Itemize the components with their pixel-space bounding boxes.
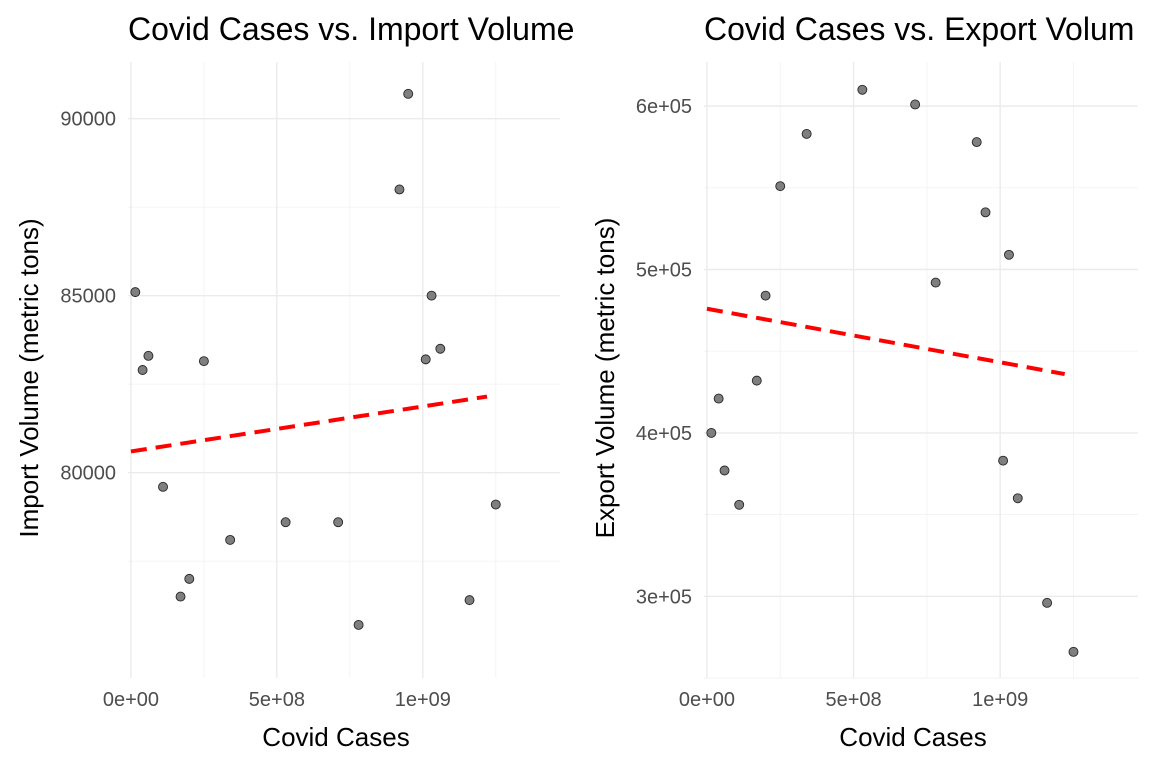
data-points [130, 88, 501, 630]
y-tick-label: 4e+05 [636, 423, 692, 445]
data-point [980, 207, 991, 218]
data-point [137, 365, 148, 375]
data-point [403, 88, 414, 99]
data-point [801, 128, 812, 139]
data-point [435, 343, 446, 354]
y-tick-label: 5e+05 [636, 260, 692, 282]
data-point [760, 290, 771, 301]
y-tick-labels: 80000 85000 90000 [60, 109, 116, 485]
y-axis-title: Export Volume (metric tons) [590, 218, 620, 539]
trend-line [706, 306, 1066, 377]
data-points [706, 84, 1079, 657]
y-tick-labels: 3e+05 4e+05 5e+05 6e+05 [636, 96, 692, 608]
y-tick-label: 85000 [60, 286, 116, 308]
x-axis-title: Covid Cases [262, 722, 409, 752]
import-volume-panel: 0e+00 5e+08 1e+09 80000 85000 90000 Covid Case… [14, 11, 574, 752]
x-tick-label: 5e+08 [825, 689, 881, 711]
data-point [775, 181, 786, 192]
data-point [1012, 493, 1023, 504]
data-point [706, 427, 717, 438]
data-point [198, 356, 209, 367]
y-tick-label: 90000 [60, 109, 116, 131]
data-point [143, 350, 154, 361]
data-point [910, 99, 921, 110]
data-point [464, 595, 475, 606]
data-point [1068, 646, 1079, 657]
data-point [751, 375, 762, 386]
x-tick-label: 0e+00 [679, 689, 735, 711]
data-point [930, 277, 941, 288]
major-gridlines [128, 62, 560, 678]
chart-title: Covid Cases vs. Import Volume [128, 11, 574, 47]
data-point [158, 481, 168, 492]
data-point [225, 534, 236, 545]
export-volume-panel: 0e+00 5e+08 1e+09 3e+05 4e+05 5e+05 6e+05 Covid… [590, 11, 1138, 752]
x-tick-labels: 0e+00 5e+08 1e+09 [103, 689, 451, 711]
major-gridlines [704, 62, 1138, 678]
x-tick-labels: 0e+00 5e+08 1e+09 [679, 689, 1028, 711]
data-point [971, 137, 982, 148]
x-tick-label: 1e+09 [972, 689, 1028, 711]
trend-line [130, 394, 488, 454]
data-point [333, 517, 344, 528]
y-tick-label: 6e+05 [636, 96, 692, 118]
data-point [1004, 249, 1014, 260]
x-tick-label: 5e+08 [249, 689, 305, 711]
data-point [426, 290, 437, 301]
data-point [1042, 597, 1053, 608]
y-tick-label: 3e+05 [636, 586, 692, 608]
data-point [280, 517, 291, 528]
x-tick-label: 0e+00 [103, 689, 159, 711]
minor-gridlines [128, 62, 560, 678]
data-point [713, 393, 724, 404]
y-tick-label: 80000 [60, 463, 116, 485]
data-point [175, 591, 186, 602]
data-point [734, 499, 745, 510]
data-point [184, 573, 195, 584]
data-point [490, 499, 501, 510]
data-point [719, 465, 730, 476]
y-axis-title: Import Volume (metric tons) [14, 218, 44, 537]
chart-title: Covid Cases vs. Export Volum [704, 11, 1134, 47]
data-point [394, 184, 405, 195]
minor-gridlines [704, 62, 1138, 679]
data-point [353, 619, 364, 630]
x-axis-title: Covid Cases [839, 722, 986, 752]
x-tick-label: 1e+09 [395, 689, 451, 711]
data-point [998, 455, 1009, 466]
data-point [130, 287, 141, 298]
data-point [857, 84, 868, 95]
data-point [420, 354, 431, 365]
